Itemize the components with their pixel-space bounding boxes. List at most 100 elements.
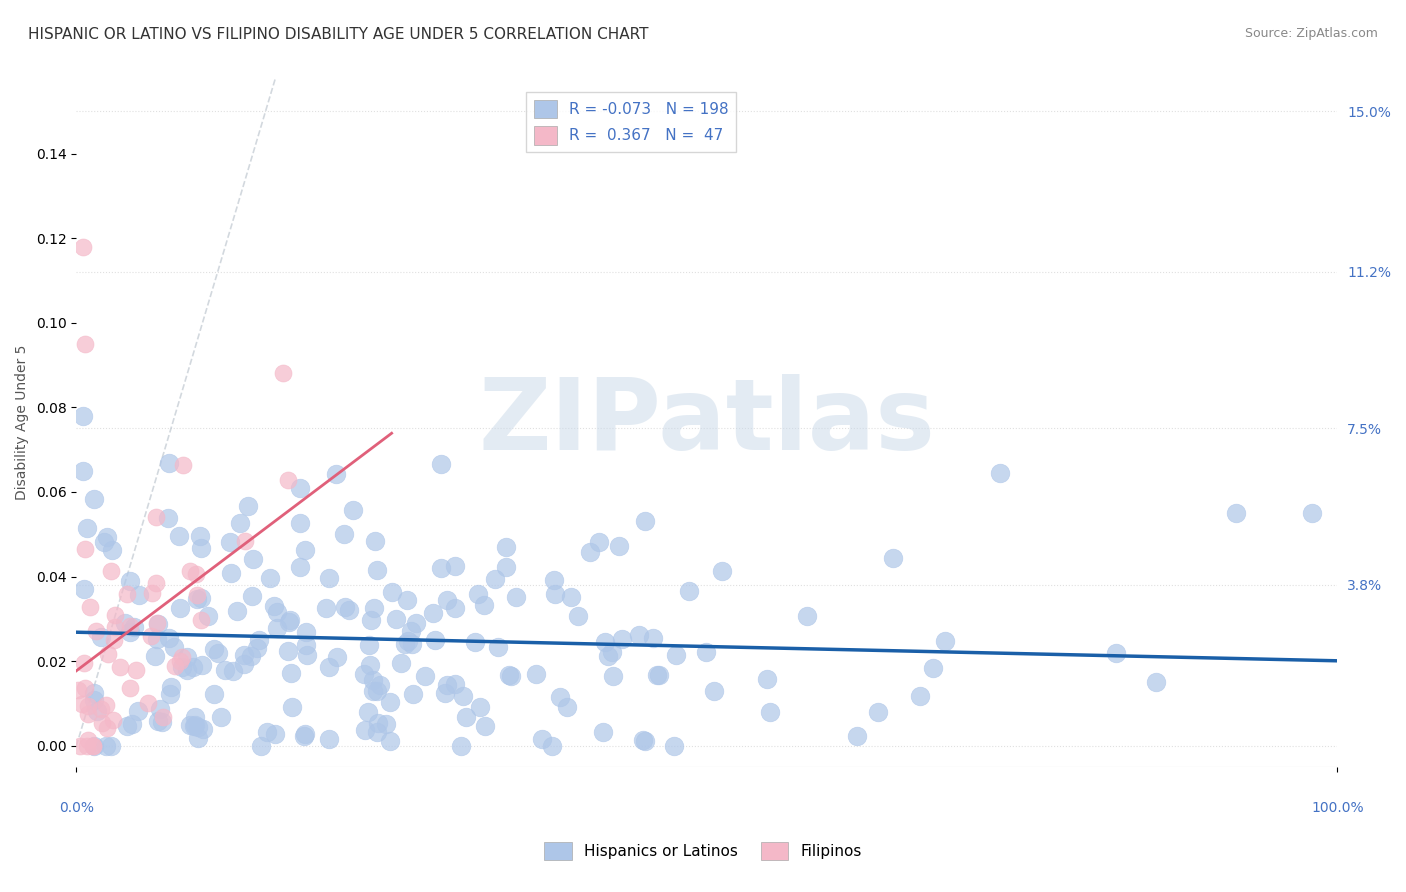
Point [366,684,388,698]
Point [76,732,98,747]
Point [634,733,657,747]
Point [394,638,416,652]
Point [233,533,256,548]
Point [190,613,212,627]
Point [145,510,167,524]
Point [179,717,201,731]
Point [187,731,209,745]
Point [436,592,458,607]
Y-axis label: Disability Age Under 5: Disability Age Under 5 [15,344,30,500]
Text: 0.0%: 0.0% [59,801,94,814]
Text: ZIPatlas: ZIPatlas [478,374,935,471]
Point [484,573,506,587]
Point [588,534,610,549]
Point [222,664,245,678]
Point [434,686,457,700]
Point [159,688,181,702]
Point [695,645,717,659]
Point [148,714,170,728]
Point [72,239,94,253]
Point [152,710,174,724]
Point [101,542,124,557]
Point [325,467,347,482]
Point [120,681,142,695]
Point [555,699,578,714]
Point [295,648,318,662]
Point [90,702,112,716]
Point [186,587,208,601]
Point [278,613,301,627]
Point [69,739,91,753]
Point [399,624,422,638]
Point [703,684,725,698]
Point [290,516,312,531]
Point [363,600,385,615]
Point [277,644,299,658]
Point [294,543,316,558]
Point [219,535,242,549]
Point [468,699,491,714]
Legend: Hispanics or Latinos, Filipinos: Hispanics or Latinos, Filipinos [538,836,868,866]
Point [83,686,105,700]
Point [600,645,623,659]
Point [219,566,242,580]
Point [190,591,212,605]
Point [359,638,381,652]
Text: Source: ZipAtlas.com: Source: ZipAtlas.com [1244,27,1378,40]
Point [430,457,453,471]
Point [184,717,207,731]
Point [498,667,520,681]
Point [486,640,509,654]
Point [118,619,141,633]
Point [389,657,412,671]
Point [846,729,869,743]
Point [277,473,299,487]
Point [634,514,657,528]
Point [160,680,183,694]
Point [598,649,620,664]
Point [295,638,318,652]
Point [662,739,685,753]
Point [592,725,614,739]
Point [292,729,315,743]
Point [115,587,138,601]
Point [82,739,104,753]
Point [115,719,138,733]
Point [232,657,254,671]
Point [120,624,142,639]
Point [278,615,301,630]
Point [72,409,94,423]
Point [326,649,349,664]
Point [226,604,249,618]
Point [139,629,162,643]
Point [641,631,664,645]
Point [548,690,571,705]
Point [315,601,337,615]
Point [240,589,263,603]
Point [396,634,419,648]
Point [103,713,125,727]
Point [125,663,148,677]
Point [146,617,169,632]
Point [184,567,207,582]
Point [499,669,522,683]
Point [250,739,273,753]
Point [366,563,388,577]
Point [280,699,302,714]
Point [94,698,117,713]
Point [921,661,943,675]
Point [82,739,104,753]
Point [360,613,382,627]
Point [648,667,671,681]
Point [149,702,172,716]
Point [318,571,340,585]
Point [273,367,295,381]
Point [368,678,391,692]
Point [146,615,169,630]
Point [186,592,208,607]
Point [280,665,302,680]
Point [560,590,582,604]
Point [79,599,101,614]
Point [796,609,818,624]
Point [645,667,668,681]
